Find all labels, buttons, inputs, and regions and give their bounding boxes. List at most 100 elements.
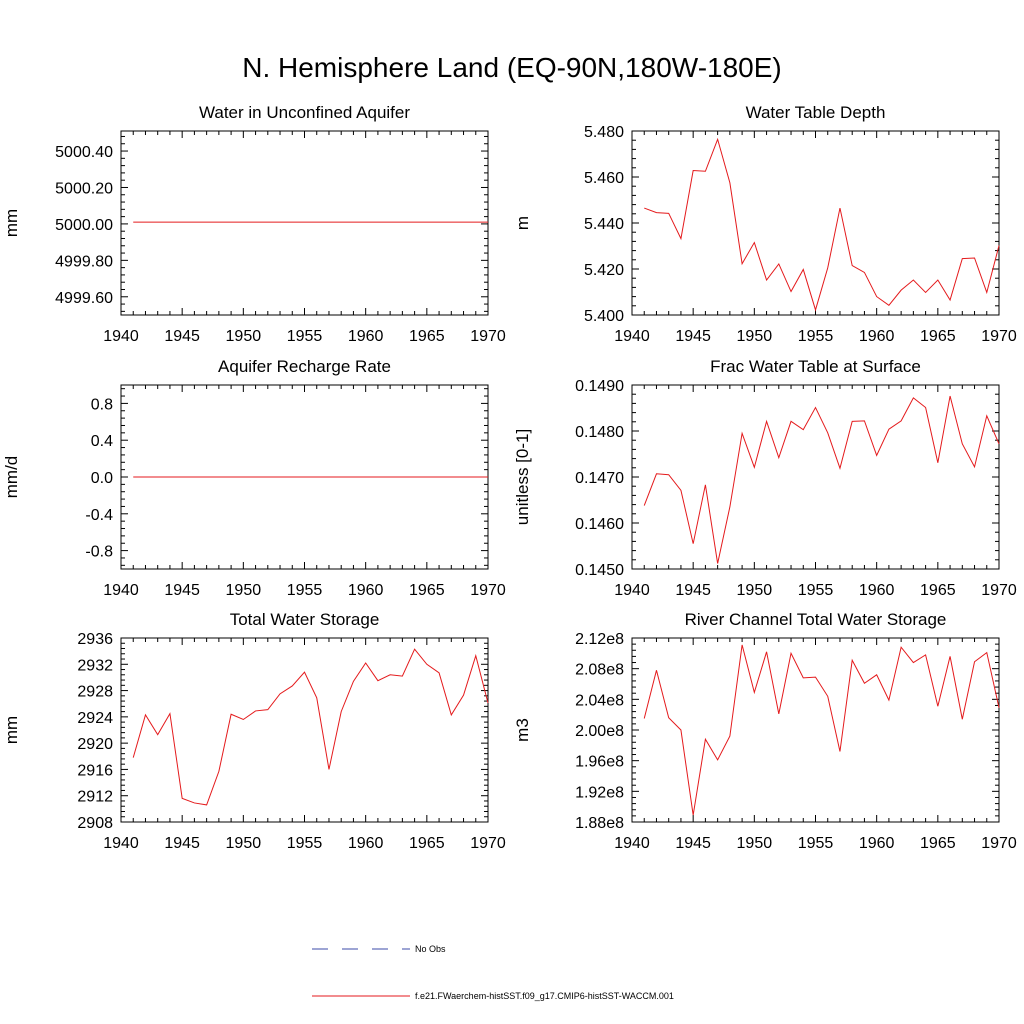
y-tick-label: 2920: [77, 736, 113, 753]
series-line: [132, 648, 489, 806]
y-axis-label: mm: [2, 716, 21, 744]
x-tick-label: 1965: [409, 328, 445, 345]
panel-title: Aquifer Recharge Rate: [218, 357, 391, 376]
x-tick-label: 1970: [981, 328, 1017, 345]
y-tick-label: 0.1490: [575, 378, 624, 395]
x-tick-label: 1940: [614, 328, 650, 345]
panel-title: Water in Unconfined Aquifer: [199, 103, 410, 122]
y-tick-label: 2.08e8: [575, 662, 624, 679]
x-tick-label: 1955: [287, 582, 323, 599]
y-tick-label: 5000.00: [55, 217, 113, 234]
y-tick-label: 0.4: [91, 433, 113, 450]
y-tick-label: 2936: [77, 631, 113, 648]
y-tick-label: 1.92e8: [575, 784, 624, 801]
x-tick-label: 1950: [226, 835, 262, 852]
y-tick-label: -0.4: [85, 507, 113, 524]
y-axis-label: m: [513, 216, 532, 230]
y-tick-label: 0.1470: [575, 470, 624, 487]
panel-title: Water Table Depth: [746, 103, 886, 122]
x-tick-label: 1940: [103, 582, 139, 599]
x-tick-label: 1955: [798, 835, 834, 852]
x-tick-label: 1960: [859, 328, 895, 345]
chart-panel-2: Water Table Depth m 1940 1945 1950 1955 1960 19…: [513, 103, 1017, 345]
x-tick-label: 1970: [470, 582, 506, 599]
y-tick-label: 2.04e8: [575, 692, 624, 709]
figure-title: N. Hemisphere Land (EQ-90N,180W-180E): [242, 52, 782, 83]
plot-frame: [631, 637, 1000, 823]
y-tick-label: 2908: [77, 815, 113, 832]
x-tick-label: 1970: [981, 582, 1017, 599]
x-tick-label: 1940: [614, 582, 650, 599]
y-axis-label: m3: [513, 718, 532, 742]
chart-panel-4: Frac Water Table at Surface unitless [0-1…: [513, 357, 1017, 599]
chart-panel-1: Water in Unconfined Aquifer mm 1940 1945 195…: [2, 103, 506, 345]
x-tick-label: 1965: [920, 582, 956, 599]
x-tick-label: 1950: [737, 582, 773, 599]
legend-model-label: f.e21.FWaerchem-histSST.f09_g17.CMIP6-hi…: [415, 991, 674, 1001]
y-tick-label: 4999.60: [55, 290, 113, 307]
x-tick-label: 1945: [164, 835, 200, 852]
y-tick-label: 0.8: [91, 396, 113, 413]
y-tick-label: 4999.80: [55, 253, 113, 270]
y-axis-label: mm: [2, 209, 21, 237]
legend: No Obs f.e21.FWaerchem-histSST.f09_g17.CM…: [312, 944, 674, 1001]
x-tick-label: 1940: [614, 835, 650, 852]
y-tick-label: 0.1460: [575, 516, 624, 533]
series-line: [643, 644, 1000, 816]
y-tick-label: 2928: [77, 684, 113, 701]
x-tick-label: 1965: [920, 835, 956, 852]
chart-panel-5: Total Water Storage mm 1940 1945 1950 1955 196…: [2, 610, 506, 852]
x-tick-label: 1945: [675, 328, 711, 345]
x-tick-label: 1965: [920, 328, 956, 345]
series-line: [644, 137, 1000, 312]
x-tick-label: 1970: [981, 835, 1017, 852]
y-axis-label: unitless [0-1]: [513, 429, 532, 525]
x-tick-label: 1950: [737, 835, 773, 852]
x-tick-label: 1960: [348, 835, 384, 852]
series-line: [643, 395, 1000, 564]
y-tick-label: 5.420: [584, 262, 624, 279]
panel-title: River Channel Total Water Storage: [685, 610, 947, 629]
x-tick-label: 1965: [409, 835, 445, 852]
legend-obs-label: No Obs: [415, 944, 446, 954]
y-tick-label: 0.1450: [575, 562, 624, 579]
x-tick-label: 1940: [103, 835, 139, 852]
panel-title: Total Water Storage: [230, 610, 380, 629]
x-tick-label: 1950: [226, 582, 262, 599]
chart-panel-3: Aquifer Recharge Rate mm/d 1940 1945 1950 195…: [2, 357, 506, 599]
x-tick-label: 1960: [859, 835, 895, 852]
x-tick-label: 1955: [287, 328, 323, 345]
y-tick-label: 2932: [77, 657, 113, 674]
x-tick-label: 1960: [348, 582, 384, 599]
y-tick-label: 5.440: [584, 216, 624, 233]
x-tick-label: 1945: [675, 582, 711, 599]
y-tick-label: 2912: [77, 789, 113, 806]
y-tick-label: 1.96e8: [575, 754, 624, 771]
x-tick-label: 1955: [798, 328, 834, 345]
y-tick-label: 0.1480: [575, 424, 624, 441]
x-tick-label: 1960: [859, 582, 895, 599]
y-tick-label: 2916: [77, 762, 113, 779]
x-tick-label: 1960: [348, 328, 384, 345]
y-tick-label: 5000.20: [55, 180, 113, 197]
x-tick-label: 1955: [287, 835, 323, 852]
y-tick-label: 2.00e8: [575, 723, 624, 740]
plot-frame: [120, 637, 489, 823]
x-tick-label: 1950: [737, 328, 773, 345]
x-tick-label: 1950: [226, 328, 262, 345]
y-tick-label: 0.0: [91, 470, 113, 487]
y-axis-label: mm/d: [2, 456, 21, 499]
y-tick-label: 5000.40: [55, 144, 113, 161]
y-tick-label: 5.400: [584, 308, 624, 325]
x-tick-label: 1965: [409, 582, 445, 599]
y-tick-label: 2924: [77, 710, 113, 727]
y-tick-label: 2.12e8: [575, 631, 624, 648]
y-tick-label: 5.460: [584, 170, 624, 187]
y-tick-label: 5.480: [584, 124, 624, 141]
y-tick-label: 1.88e8: [575, 815, 624, 832]
x-tick-label: 1945: [164, 328, 200, 345]
x-tick-label: 1955: [798, 582, 834, 599]
x-tick-label: 1970: [470, 835, 506, 852]
x-tick-label: 1970: [470, 328, 506, 345]
